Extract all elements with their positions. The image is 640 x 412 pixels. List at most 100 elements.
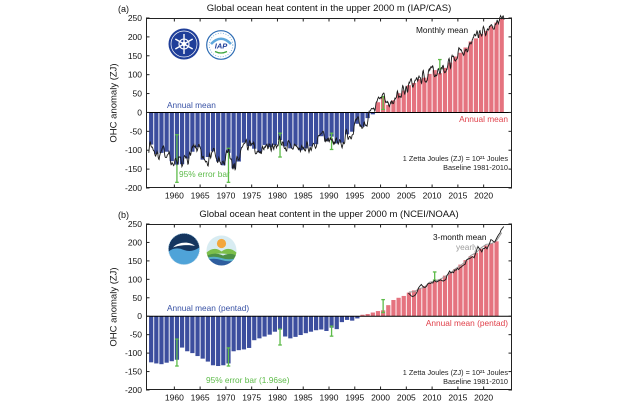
ohc-bar-1999 (375, 311, 381, 317)
error-bar-1960 (175, 134, 179, 183)
ohc-bar-1998 (370, 312, 375, 317)
ohc-bar-1986 (308, 112, 314, 147)
error-bar-1970 (226, 147, 231, 183)
x-tick-label: 2020 (474, 191, 493, 201)
ohc-bar-1978 (267, 316, 272, 335)
ohc-bar-1987 (314, 112, 319, 145)
panel-a-error-bar-label: 95% error bar (179, 169, 230, 179)
ohc-bar-1980 (277, 112, 283, 141)
x-tick-label: 1975 (242, 393, 261, 403)
panel-b-title: Global ocean heat content in the upper 2… (199, 209, 459, 220)
panel-b: 1960 1965 1970 1975 1980 1985 1990 1995 2000 2005… (125, 219, 512, 403)
ohc-bar-1969 (221, 316, 226, 366)
ohc-bar-1983 (293, 112, 298, 146)
tick-marks (146, 223, 512, 391)
three-month-mean-line (408, 226, 505, 297)
ohc-bar-1974 (246, 112, 252, 147)
ohc-bar-2006 (411, 290, 417, 317)
y-tick-label: -200 (125, 385, 142, 395)
y-tick-label: 150 (128, 51, 142, 61)
x-tick-label: 1990 (320, 191, 339, 201)
y-tick-label: 250 (128, 13, 142, 23)
svg-text:IAP: IAP (215, 42, 229, 51)
ncei-logo (206, 235, 237, 266)
ohc-bar-1985 (303, 316, 308, 334)
y-tick-label: 100 (128, 274, 142, 284)
ohc-bar-1961 (179, 316, 185, 348)
ohc-bar-1980 (277, 316, 283, 330)
ohc-bar-2006 (411, 82, 417, 113)
ohc-bar-1969 (221, 112, 226, 166)
x-tick-label: 1995 (345, 393, 364, 403)
ohc-bar-1982 (288, 316, 293, 339)
ohc-bar-1989 (324, 112, 329, 142)
ohc-bar-1978 (267, 112, 272, 148)
ohc-bar-1970 (226, 112, 231, 153)
panel-b-error-bar-label: 95% error bar (1.96se) (206, 375, 290, 385)
y-tick-label: 200 (128, 237, 142, 247)
ohc-bar-1963 (190, 112, 195, 152)
ohc-bar-1955 (149, 112, 154, 145)
ohc-bar-2013 (448, 272, 453, 317)
ohc-bar-1984 (298, 112, 303, 151)
ohc-bar-1987 (314, 316, 319, 331)
ohc-bar-2002 (391, 299, 396, 317)
error-bar-2000 (381, 298, 385, 314)
ohc-bar-1986 (308, 316, 314, 332)
ohc-bar-2020 (484, 245, 489, 317)
y-tick-label: 50 (133, 89, 143, 99)
ohc-bar-1971 (231, 316, 236, 352)
ohc-bar-1968 (216, 316, 221, 367)
ohc-bar-1994 (350, 316, 355, 321)
x-tick-label: 1975 (242, 191, 261, 201)
ohc-bar-1968 (216, 112, 221, 162)
ohc-bar-2002 (391, 100, 396, 113)
ohc-bar-1966 (205, 316, 210, 362)
ohc-bar-2011 (437, 73, 442, 113)
monthly-mean-line (148, 14, 505, 171)
ohc-bar-1957 (159, 316, 164, 365)
ohc-bar-1997 (365, 112, 370, 119)
ohc-bar-2012 (442, 67, 448, 113)
ohc-bar-2004 (401, 295, 406, 317)
ohc-bar-1976 (257, 112, 262, 153)
ohc-bar-2005 (406, 292, 412, 317)
ohc-bar-1965 (200, 316, 205, 359)
x-tick-label: 2015 (448, 191, 467, 201)
ohc-bar-1958 (164, 316, 169, 363)
y-tick-label: 100 (128, 70, 142, 80)
ohc-bar-1960 (174, 316, 180, 360)
ohc-bar-2022 (494, 22, 499, 113)
ohc-bar-1989 (324, 316, 329, 331)
panel-b-baseline-note: Baseline 1981-2010 (443, 377, 508, 386)
panel-a-y-axis-label: OHC anomaly (ZJ) (108, 63, 120, 143)
ohc-bar-1972 (236, 316, 241, 351)
x-tick-label: 1960 (165, 191, 184, 201)
panel-a-unit-note: 1 Zetta Joules (ZJ) = 10²¹ Joules (402, 154, 508, 163)
ohc-bar-2022 (494, 241, 499, 317)
ohc-bar-2014 (453, 269, 458, 317)
error-bar-1990 (329, 325, 334, 337)
ohc-bar-1988 (319, 112, 324, 137)
ohc-bar-1956 (154, 316, 159, 364)
ohc-bar-2009 (427, 283, 432, 317)
ohc-bar-2011 (437, 279, 442, 317)
ohc-bar-1993 (344, 112, 350, 135)
error-bar-1960 (175, 338, 179, 367)
ohc-bar-2015 (458, 264, 463, 317)
x-tick-label: 1965 (191, 393, 210, 403)
ohc-bar-1992 (339, 112, 344, 143)
ohc-bar-2003 (396, 93, 401, 113)
y-tick-label: 50 (133, 293, 143, 303)
error-bar-1970 (226, 347, 231, 367)
ohc-bar-2012 (442, 275, 448, 317)
ohc-bar-1985 (303, 112, 308, 149)
ohc-bar-2003 (396, 297, 401, 317)
ohc-bar-2007 (417, 288, 422, 317)
ohc-bar-1983 (293, 316, 298, 337)
x-tick-label: 1990 (320, 393, 339, 403)
ohc-bar-1977 (262, 112, 267, 145)
ohc-bar-2010 (432, 281, 437, 317)
ohc-bar-2005 (406, 85, 412, 113)
